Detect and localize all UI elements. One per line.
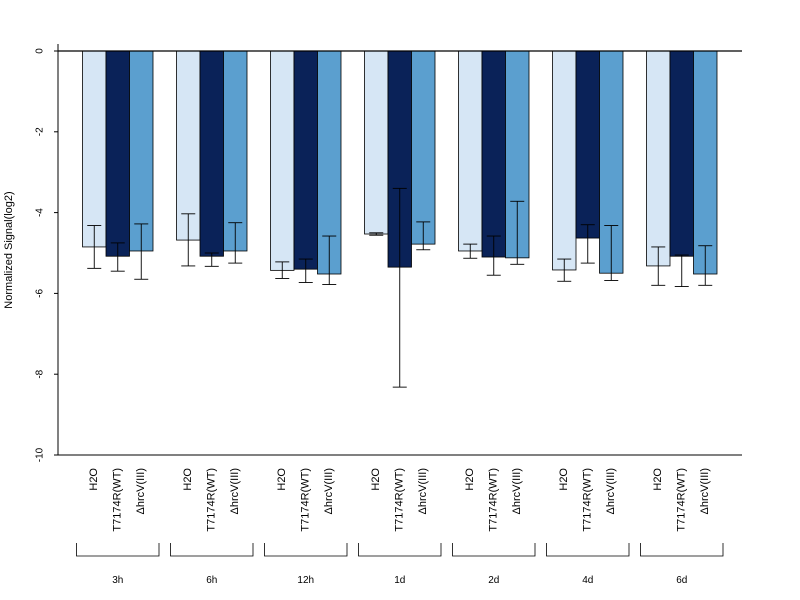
group-label: 1d [394, 575, 405, 586]
category-label: ΔhrcV(III) [417, 468, 429, 514]
bar [646, 50, 671, 267]
bar [364, 50, 389, 235]
bar [129, 50, 154, 252]
category-label: H2O [652, 468, 664, 491]
bars-layer [82, 50, 718, 275]
group-bracket [546, 543, 630, 557]
group-bracket [452, 543, 536, 557]
bar [105, 50, 130, 257]
bar [693, 50, 718, 275]
bar [458, 50, 483, 252]
group-label: 12h [297, 575, 314, 586]
category-label: H2O [370, 468, 382, 491]
bar [223, 50, 248, 252]
y-axis-label: Normalized Signal(log2) [3, 191, 15, 308]
group-bracket [76, 543, 160, 557]
y-tick-label: -2 [35, 127, 46, 136]
y-tick-label: 0 [35, 48, 46, 54]
category-label: T7174R(WT) [112, 468, 124, 532]
group-bracket [640, 543, 724, 557]
y-tick-label: -6 [35, 289, 46, 298]
category-label: T7174R(WT) [488, 468, 500, 532]
bar [293, 50, 318, 270]
category-label: ΔhrcV(III) [699, 468, 711, 514]
y-tick-label: -10 [35, 447, 46, 462]
bar [199, 50, 224, 257]
bar [481, 50, 506, 258]
category-label: T7174R(WT) [300, 468, 312, 532]
category-label: T7174R(WT) [206, 468, 218, 532]
category-label: H2O [88, 468, 100, 491]
category-label: H2O [558, 468, 570, 491]
bar [575, 50, 600, 239]
group-label: 2d [488, 575, 499, 586]
y-tick-label: -8 [35, 369, 46, 378]
bar [669, 50, 694, 257]
bar [176, 50, 201, 241]
category-label: ΔhrcV(III) [135, 468, 147, 514]
bar [270, 50, 295, 271]
category-label: ΔhrcV(III) [229, 468, 241, 514]
bar [552, 50, 577, 271]
category-label: H2O [464, 468, 476, 491]
category-label: ΔhrcV(III) [323, 468, 335, 514]
error-bars-layer [87, 187, 713, 388]
category-label: H2O [182, 468, 194, 491]
bar [82, 50, 107, 248]
axes-layer [54, 44, 742, 557]
group-label: 3h [112, 575, 123, 586]
y-tick-label: -4 [35, 208, 46, 217]
group-bracket [170, 543, 254, 557]
category-label: H2O [276, 468, 288, 491]
category-label: ΔhrcV(III) [605, 468, 617, 514]
group-label: 6d [676, 575, 687, 586]
category-label: ΔhrcV(III) [511, 468, 523, 514]
category-label: T7174R(WT) [394, 468, 406, 532]
group-label: 6h [206, 575, 217, 586]
group-bracket [358, 543, 442, 557]
group-label: 4d [582, 575, 593, 586]
bar [411, 50, 436, 245]
category-label: T7174R(WT) [582, 468, 594, 532]
category-label: T7174R(WT) [676, 468, 688, 532]
labels-layer: 0 -2 -4 -6 -8 -10 H2O T7174R(WT) ΔhrcV(III) 3h H2O… [35, 48, 712, 586]
group-bracket [264, 543, 348, 557]
